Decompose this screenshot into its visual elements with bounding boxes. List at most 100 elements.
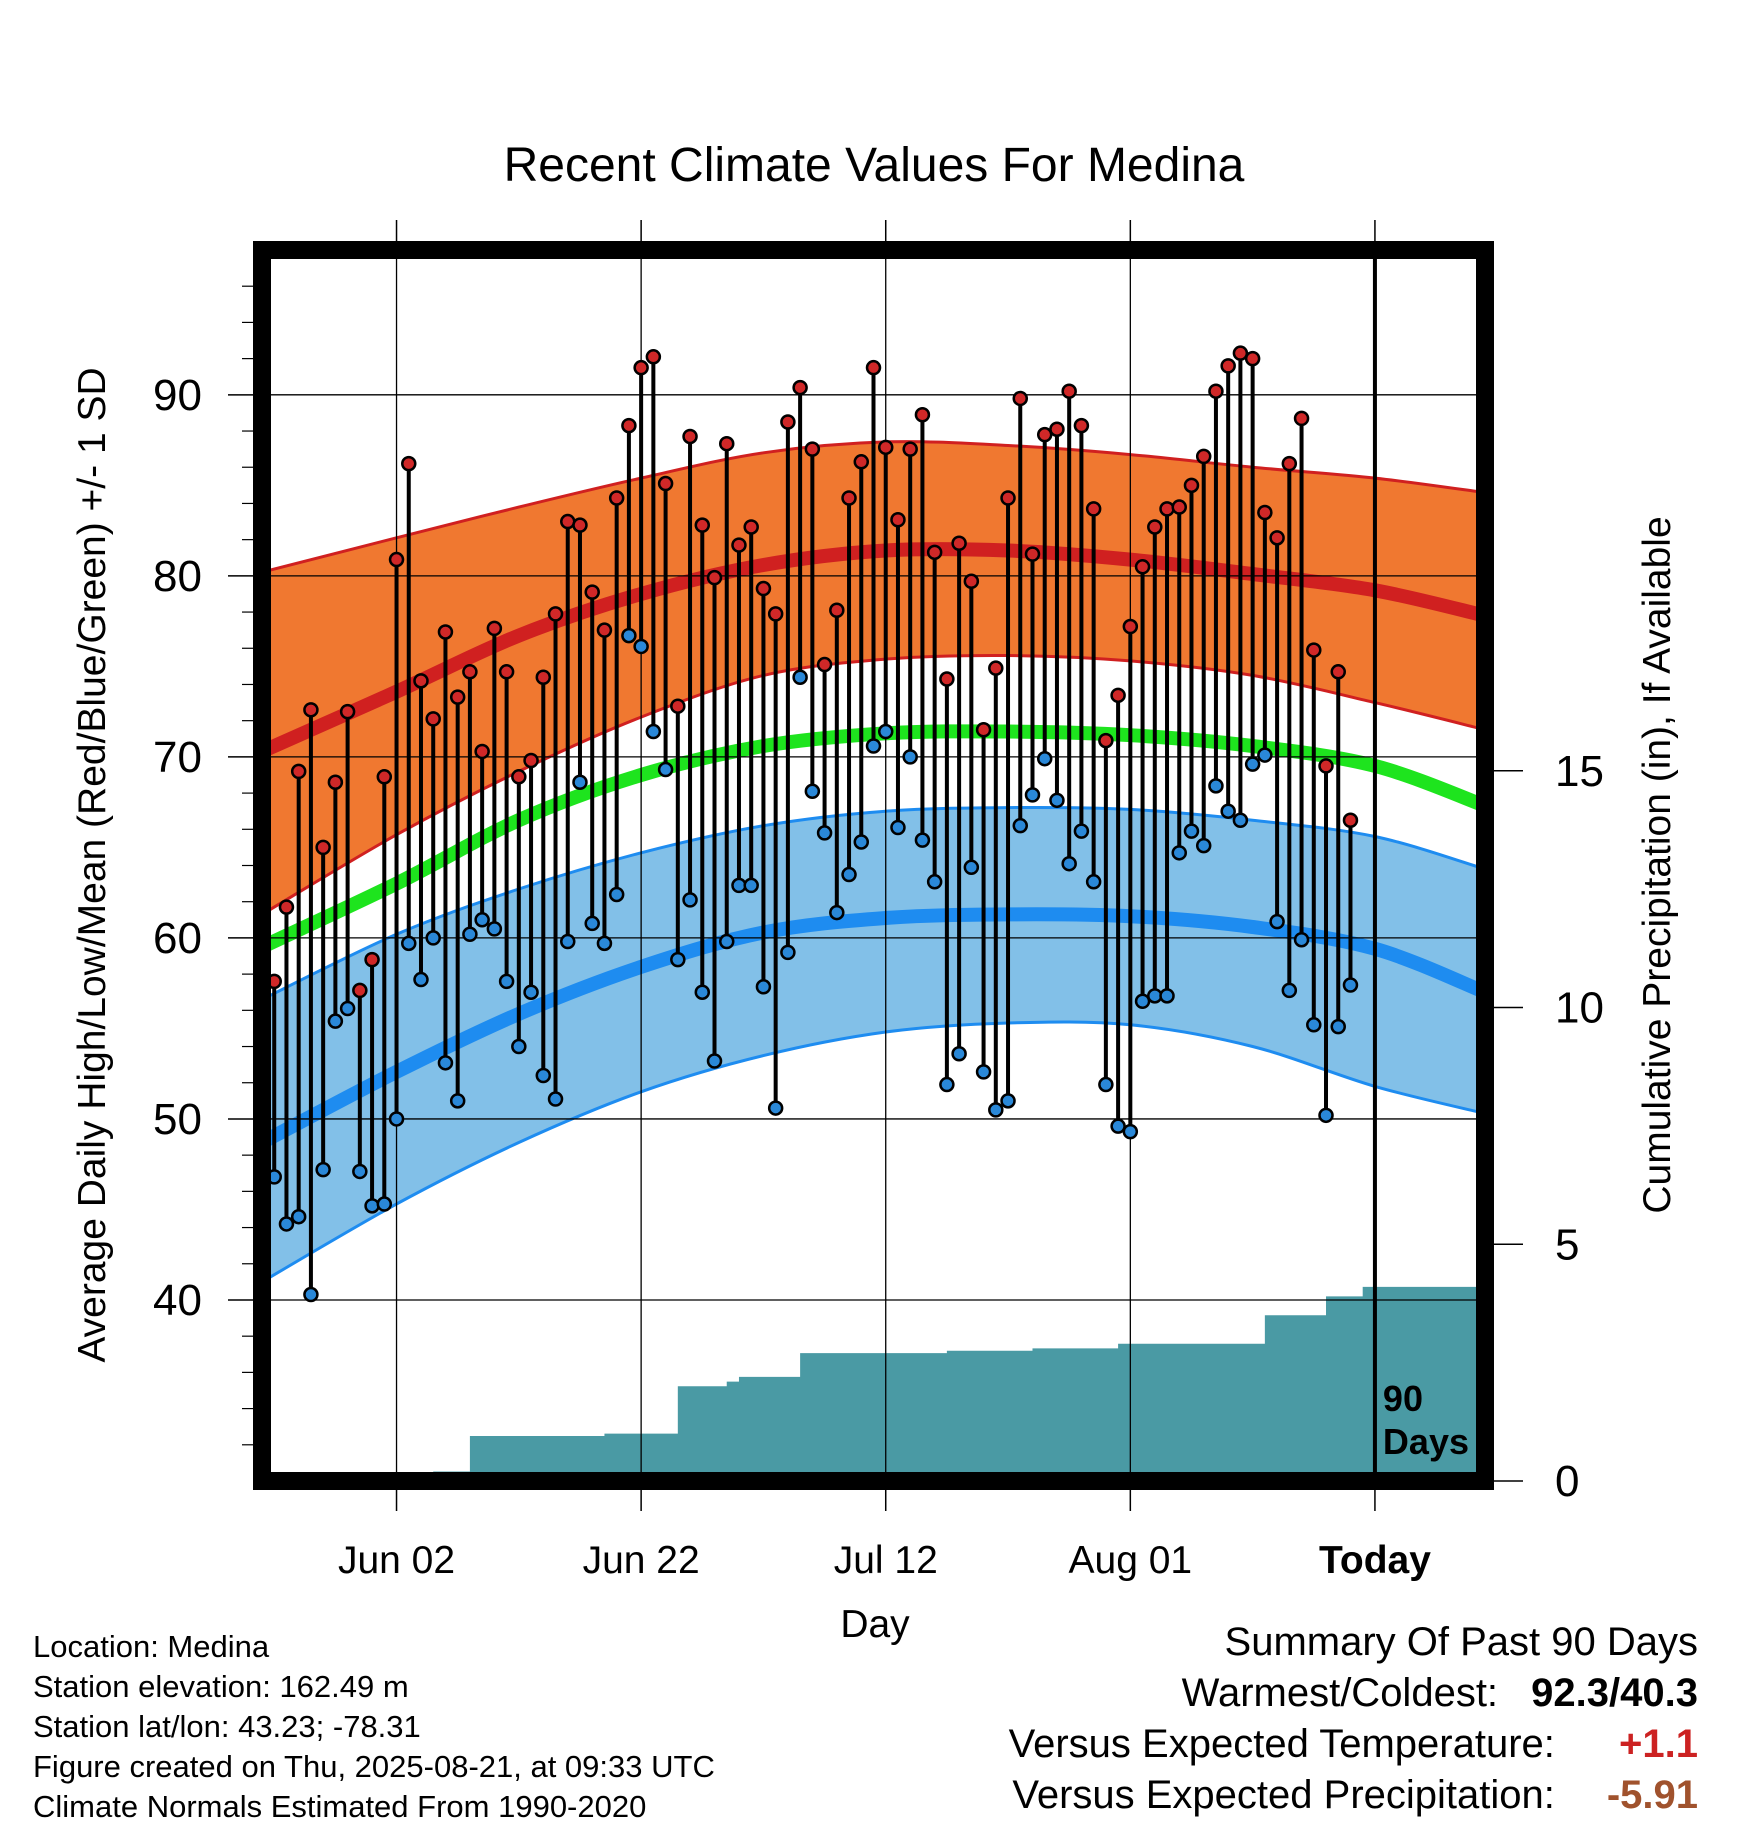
precipitation-area [262,1286,1485,1481]
normals-line: Climate Normals Estimated From 1990-2020 [33,1789,647,1824]
daily-high-point [1330,664,1346,680]
x-tick-label: Aug 01 [1069,1539,1193,1582]
daily-low-point [1049,792,1065,809]
daily-high-point [1098,732,1114,749]
daily-low-point [816,825,833,841]
daily-low-point [1281,982,1298,999]
daily-high-point [474,743,490,760]
daily-high-point [621,417,637,434]
daily-high-point [303,702,319,718]
daily-high-point [1036,426,1053,443]
daily-high-point [278,899,295,915]
daily-low-point [657,761,674,778]
daily-high-point [902,441,918,457]
daily-low-point [413,971,429,988]
daily-low-point [425,930,441,946]
daily-low-point [1110,1118,1126,1134]
daily-high-point [1061,383,1077,399]
daily-low-point [1000,1093,1016,1109]
daily-low-point [829,904,845,921]
daily-high-point [462,664,478,680]
daily-high-point [914,406,931,423]
daily-low-point [584,915,600,932]
daily-low-point [975,1064,992,1080]
daily-high-point [1281,455,1298,472]
summary-warm-cold: Warmest/Coldest: 92.3/40.3 [1182,1671,1698,1716]
daily-low-point [1134,993,1151,1010]
daily-low-point [1293,931,1310,948]
daily-low-point [315,1161,331,1178]
daily-low-point [1183,823,1200,839]
daily-low-point [902,749,918,765]
daily-high-point [865,359,882,376]
daily-high-point [1000,490,1016,506]
daily-low-point [877,723,894,740]
precip-label: Versus Expected Precipitation: [1012,1773,1555,1817]
daily-high-point [315,839,331,856]
daily-high-point [425,711,441,727]
daily-high-point [1342,812,1359,828]
daily-low-point [1330,1018,1346,1035]
daily-low-point [1257,747,1273,763]
daily-high-point [413,673,429,689]
daily-low-point [780,944,796,961]
daily-low-point [1098,1076,1114,1093]
daily-high-point [816,656,833,673]
daily-low-point [1085,874,1102,890]
summary-temp: Versus Expected Temperature: +1.1 [1009,1722,1698,1767]
daily-low-point [498,973,515,990]
daily-low-point [303,1286,319,1303]
summary-heading: Summary Of Past 90 Days [1224,1620,1698,1664]
daily-high-point [523,752,539,769]
daily-high-point [388,551,405,568]
daily-low-point [608,886,625,903]
location-line: Location: Medina [33,1629,270,1664]
daily-low-point [853,834,870,850]
daily-low-point [951,1046,967,1062]
y-tick-label-right: 5 [1555,1220,1579,1269]
daily-low-point [1220,803,1236,819]
daily-low-point [1342,977,1359,993]
daily-high-point [926,544,943,561]
y-tick-label-right: 10 [1555,984,1604,1033]
daily-high-point [731,537,747,553]
daily-high-point [1110,687,1126,704]
daily-high-point [608,490,625,506]
daily-low-point [486,921,503,937]
daily-high-point [486,620,503,637]
y-axis-label-right: Cumulative Precipitation (in), If Availa… [1636,516,1679,1213]
temp-label: Versus Expected Temperature: [1008,1722,1555,1766]
daily-high-point [755,580,772,597]
daily-high-point [1269,530,1285,546]
daily-high-point [718,435,735,452]
daily-low-point [1208,778,1224,794]
daily-low-point [1195,837,1212,854]
daily-low-point [437,1055,454,1071]
daily-high-point [1171,499,1187,515]
daily-high-point [596,622,613,638]
daily-low-point [1306,1017,1322,1033]
daily-high-point [1159,501,1175,517]
y-tick-label-left: 40 [153,1276,202,1325]
daily-low-point [694,984,711,1000]
daily-low-point [865,738,882,754]
daily-high-point [339,703,356,720]
y-tick-label-left: 70 [153,733,202,782]
daily-high-point [975,721,992,738]
daily-high-point [1122,618,1139,635]
daily-high-point [1208,383,1224,399]
y-tick-label-left: 90 [153,371,202,420]
daily-low-point [352,1163,368,1180]
daily-low-point [364,1198,380,1214]
daily-high-point [792,379,808,396]
daily-high-point [829,602,845,618]
y-tick-label-right: 0 [1555,1457,1579,1506]
daily-low-point [1269,913,1285,930]
daily-high-point [877,439,894,456]
daily-high-point [988,660,1004,676]
chart-title: Recent Climate Values For Medina [503,139,1245,192]
daily-high-point [1244,350,1261,367]
precip-value: -5.91 [1606,1773,1698,1817]
daily-high-point [1257,504,1273,521]
